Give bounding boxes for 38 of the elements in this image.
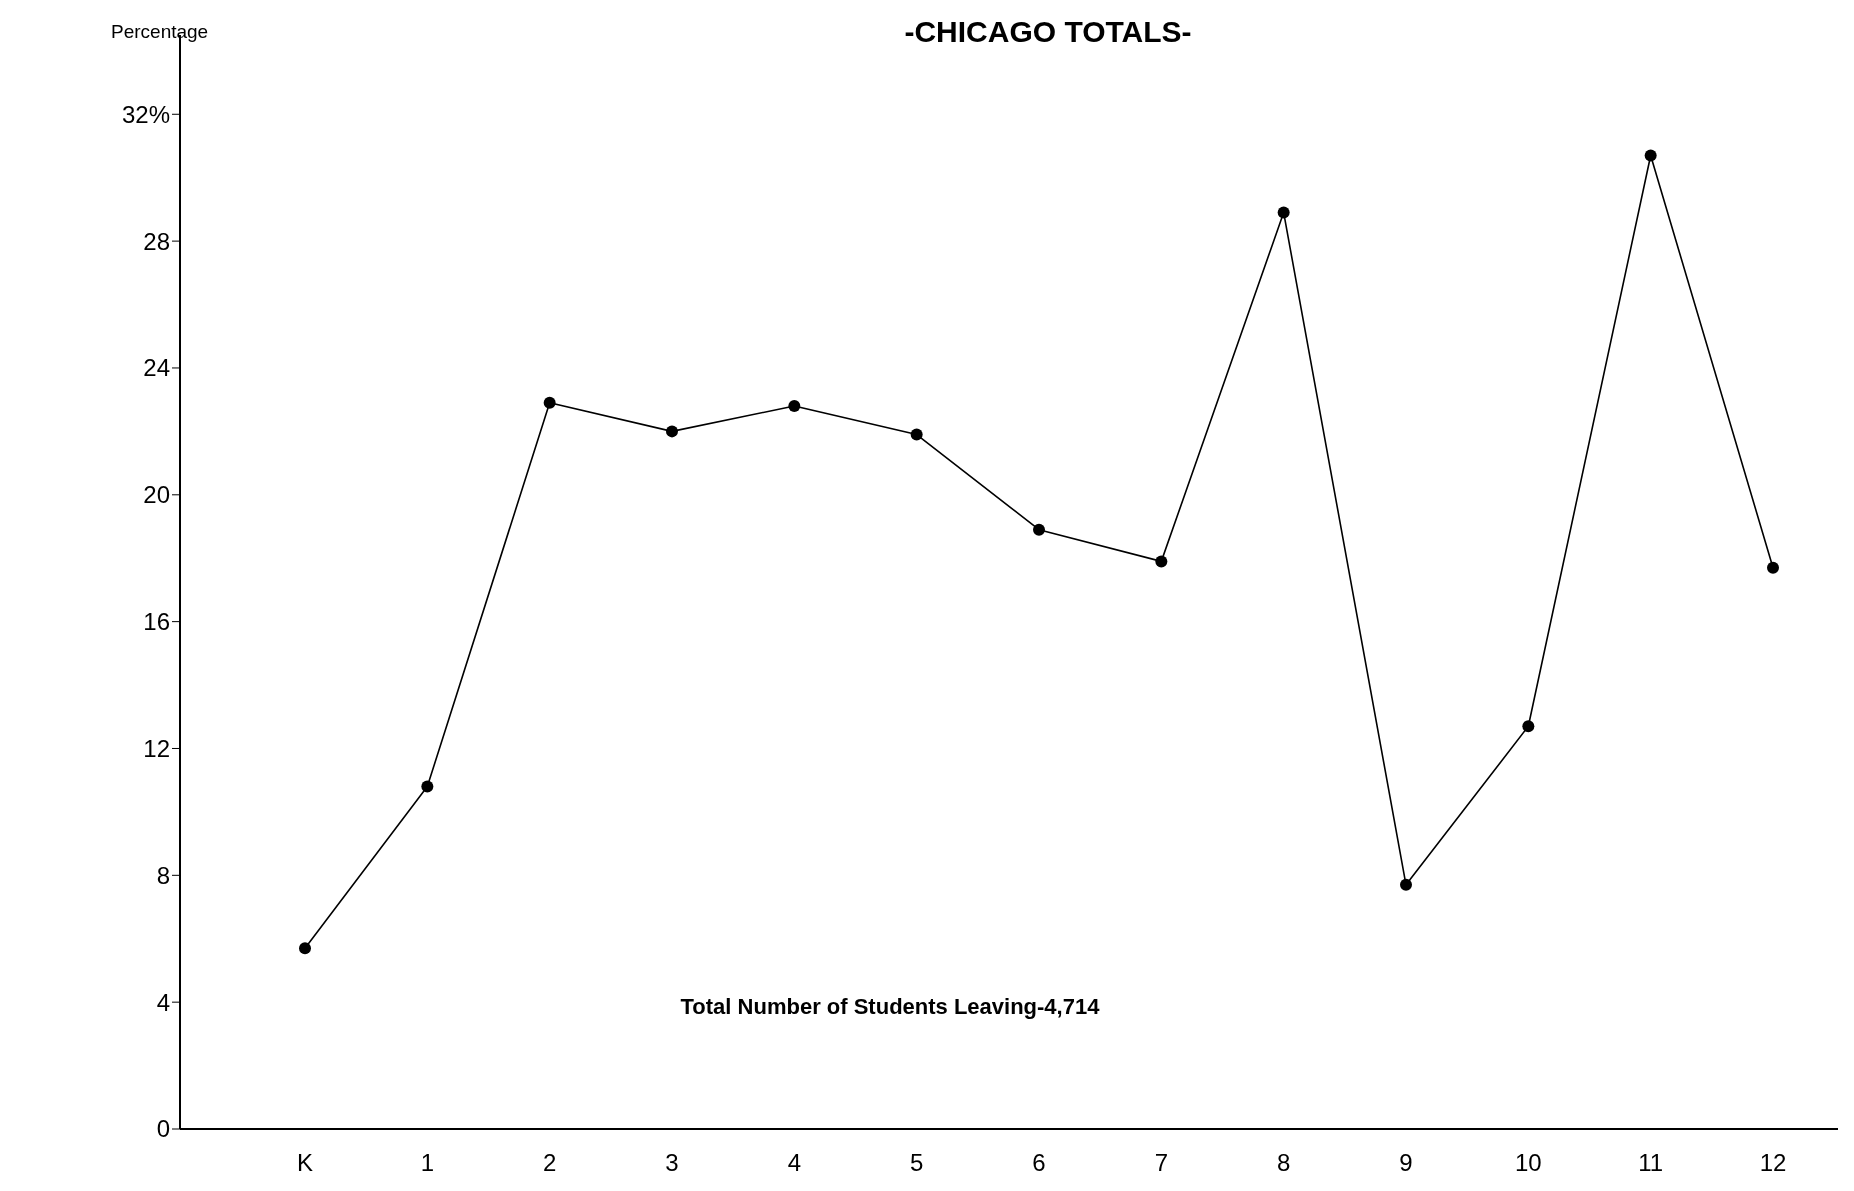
point [1400, 878, 1412, 891]
y-tick-label: 16 [143, 608, 170, 636]
y-tick-label: 20 [143, 481, 170, 509]
point [1277, 206, 1290, 219]
point [543, 396, 556, 409]
x-tick-label: 11 [1638, 1149, 1664, 1176]
point [1644, 149, 1657, 162]
x-tick-label: 9 [1399, 1149, 1413, 1176]
x-tick-label: 2 [542, 1149, 557, 1176]
x-tick-label: 10 [1514, 1149, 1542, 1176]
x-tick-label: 8 [1276, 1149, 1291, 1176]
point [666, 425, 678, 438]
x-tick-label: K [296, 1149, 314, 1176]
x-tick-label: 4 [787, 1149, 802, 1176]
y-tick-label: 8 [156, 861, 170, 889]
x-tick-label: 6 [1032, 1149, 1046, 1176]
x-tick-label: 12 [1759, 1149, 1787, 1176]
x-tick-label: 1 [420, 1149, 435, 1176]
point [299, 942, 311, 955]
y-tick-label: 4 [156, 988, 170, 1016]
y-tick-label: 0 [156, 1115, 170, 1143]
point [1155, 555, 1168, 568]
point [421, 780, 434, 793]
y-tick-label: 32% [121, 100, 170, 128]
point [1767, 561, 1779, 574]
chart-title: -CHICAGO TOTALS- [904, 15, 1192, 48]
point [910, 428, 923, 441]
point [788, 400, 801, 413]
annotation: Total Number of Students Leaving-4,714 [680, 994, 1101, 1019]
x-tick-label: 7 [1154, 1149, 1169, 1176]
y-tick-label: 12 [143, 734, 170, 762]
point [1033, 523, 1045, 536]
x-tick-label: 5 [909, 1149, 924, 1176]
y-axis-title: Percentage [111, 21, 209, 42]
y-tick-label: 28 [143, 227, 170, 255]
y-tick-label: 24 [143, 354, 170, 382]
x-tick-label: 3 [665, 1149, 679, 1176]
point [1522, 720, 1535, 733]
